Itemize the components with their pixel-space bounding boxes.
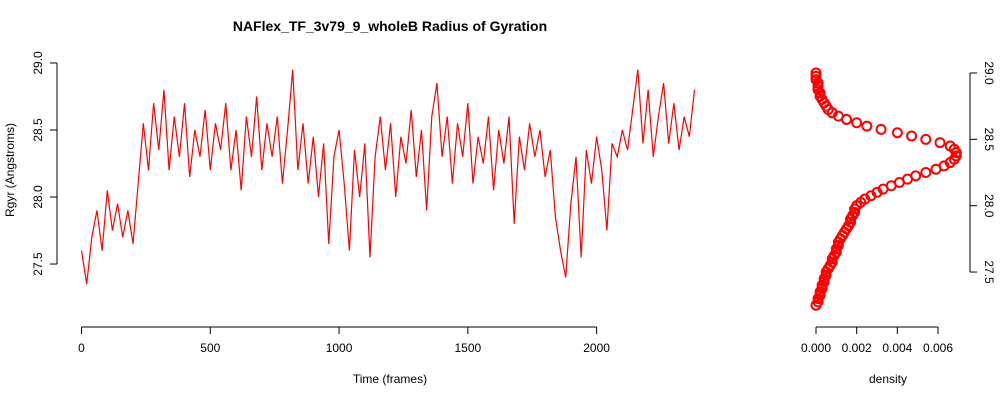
y-tick-label: 28.5	[982, 128, 996, 152]
y-tick-label: 28.5	[31, 118, 45, 142]
data-point	[910, 170, 922, 182]
data-point	[818, 276, 830, 288]
chart-title: NAFlex_TF_3v79_9_wholeB Radius of Gyrati…	[233, 18, 547, 34]
y-tick-label: 29.0	[31, 51, 45, 75]
x-tick-label: 0.004	[882, 341, 912, 355]
data-point	[920, 133, 932, 145]
x-tick-label: 500	[200, 341, 220, 355]
data-point	[832, 239, 844, 251]
data-point	[891, 127, 903, 139]
y-tick-label: 27.5	[31, 252, 45, 276]
data-point	[934, 137, 946, 149]
x-tick-label: 1000	[326, 341, 353, 355]
x-tick-label: 0.000	[801, 341, 831, 355]
data-point	[845, 216, 857, 228]
data-point	[875, 123, 887, 135]
data-point	[851, 117, 863, 129]
data-point	[814, 289, 826, 301]
data-point	[861, 120, 873, 132]
data-point	[816, 283, 828, 295]
y-axis-label: Rgyr (Angstroms)	[3, 123, 17, 217]
data-point	[820, 269, 832, 281]
data-point	[812, 84, 824, 96]
data-point	[812, 80, 824, 92]
x-tick-label: 2000	[583, 341, 610, 355]
data-point	[810, 67, 822, 79]
y-tick-label: 27.5	[982, 260, 996, 284]
x-tick-label: 1500	[454, 341, 481, 355]
data-point	[812, 296, 824, 308]
data-line	[80, 69, 696, 285]
data-point	[830, 246, 842, 258]
data-point	[826, 256, 838, 268]
x-tick-label: 0.002	[842, 341, 872, 355]
data-point	[906, 130, 918, 142]
data-point	[810, 70, 822, 82]
data-point	[814, 90, 826, 102]
data-point	[950, 150, 962, 162]
y-tick-label: 29.0	[982, 61, 996, 85]
x-axis-label: Time (frames)	[353, 372, 427, 386]
data-point	[944, 140, 956, 152]
y-tick-label: 28.0	[982, 194, 996, 218]
data-point	[920, 167, 932, 179]
y-tick-label: 28.0	[31, 185, 45, 209]
x-tick-label: 0	[78, 341, 85, 355]
data-point	[810, 74, 822, 86]
x-tick-label: 0.006	[923, 341, 953, 355]
data-point	[849, 206, 861, 218]
x-axis-label: density	[869, 372, 907, 386]
